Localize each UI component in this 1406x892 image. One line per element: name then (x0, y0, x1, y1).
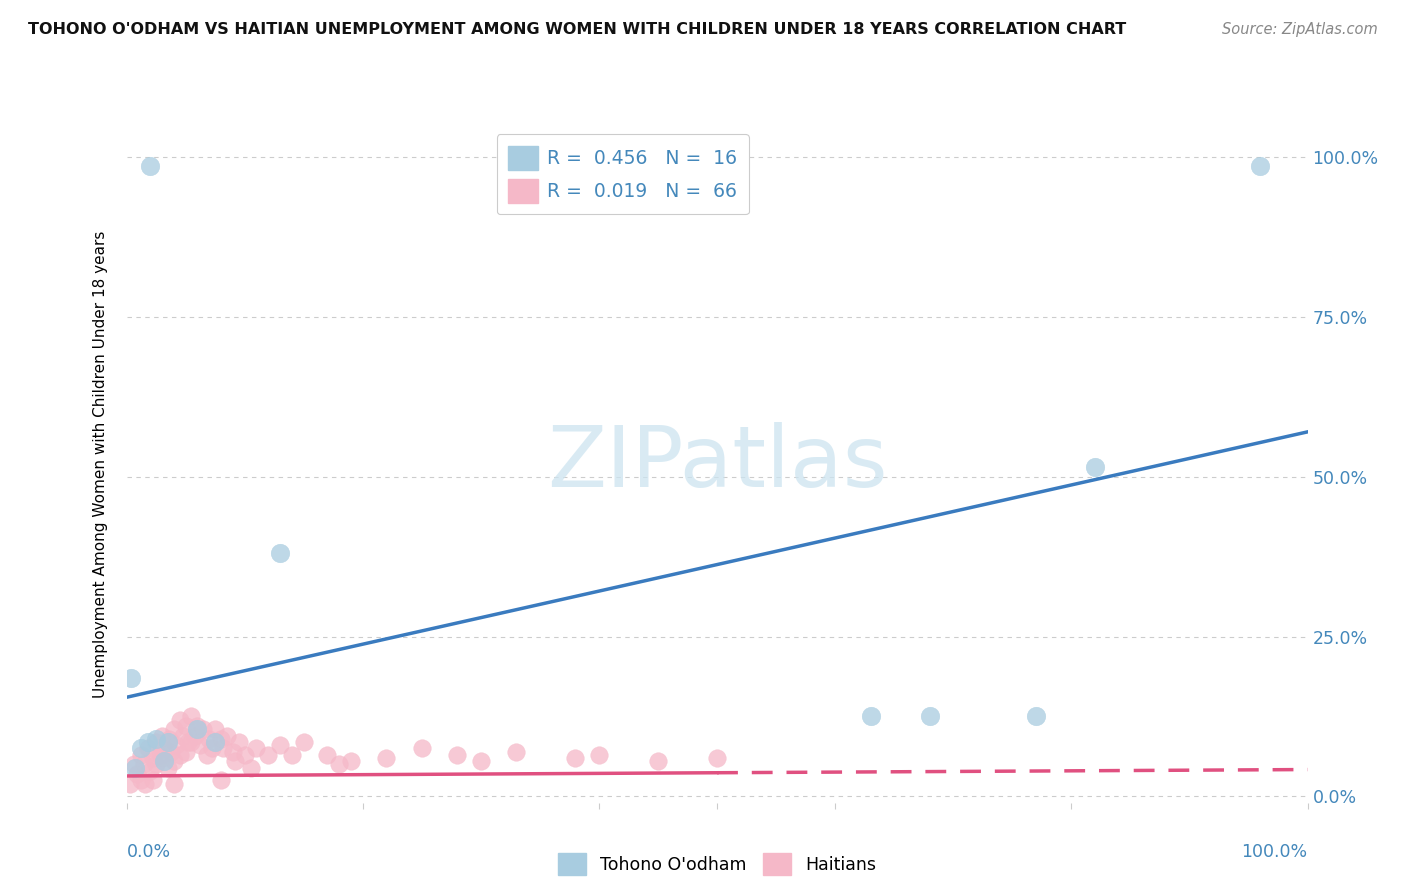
Point (186, 719, 208, 733)
Point (328, 757, 350, 772)
Point (139, 160, 162, 174)
Point (127, 767, 149, 781)
Point (1249, 160, 1271, 174)
Point (169, 747, 191, 762)
Text: TOHONO O'ODHAM VS HAITIAN UNEMPLOYMENT AMONG WOMEN WITH CHILDREN UNDER 18 YEARS : TOHONO O'ODHAM VS HAITIAN UNEMPLOYMENT A… (28, 22, 1126, 37)
Point (129, 773, 152, 788)
Point (134, 776, 156, 790)
Point (859, 709, 882, 723)
Point (136, 741, 159, 756)
Point (193, 723, 215, 737)
Point (224, 754, 246, 768)
Point (212, 741, 235, 756)
Point (470, 754, 492, 768)
Point (141, 773, 163, 788)
Point (174, 719, 197, 733)
Point (184, 729, 207, 743)
Point (446, 747, 468, 762)
Point (222, 745, 245, 759)
Point (177, 735, 200, 749)
Point (281, 747, 304, 762)
Point (292, 735, 315, 749)
Point (233, 747, 256, 762)
Point (505, 745, 527, 759)
Point (257, 747, 280, 762)
Point (163, 754, 186, 768)
Point (188, 738, 211, 752)
Point (215, 729, 238, 743)
Point (139, 764, 162, 778)
Text: Source: ZipAtlas.com: Source: ZipAtlas.com (1222, 22, 1378, 37)
Point (163, 723, 186, 737)
Point (411, 741, 433, 756)
Point (918, 709, 941, 723)
Point (120, 671, 142, 685)
Point (122, 757, 145, 772)
Point (647, 754, 669, 768)
Point (124, 761, 146, 775)
Text: ZIPatlas: ZIPatlas (547, 422, 887, 506)
Point (588, 747, 610, 762)
Point (1084, 460, 1107, 475)
Point (163, 776, 186, 790)
Point (172, 729, 194, 743)
Legend: Tohono O'odham, Haitians: Tohono O'odham, Haitians (551, 846, 883, 882)
Point (141, 751, 163, 765)
Point (269, 738, 291, 752)
Point (195, 747, 218, 762)
Point (204, 723, 226, 737)
Point (153, 741, 176, 756)
Point (239, 761, 262, 775)
Point (180, 709, 202, 723)
Point (269, 546, 291, 560)
Point (157, 731, 180, 746)
Point (706, 751, 728, 765)
Point (160, 745, 183, 759)
Point (150, 729, 173, 743)
Point (149, 747, 172, 762)
Point (209, 731, 232, 746)
Point (209, 773, 232, 788)
Point (145, 731, 167, 746)
Point (136, 735, 159, 749)
Point (129, 741, 152, 756)
Text: 100.0%: 100.0% (1241, 843, 1308, 861)
Point (165, 738, 187, 752)
Point (245, 741, 267, 756)
Point (153, 754, 176, 768)
Point (174, 745, 197, 759)
Point (316, 747, 339, 762)
Point (156, 735, 179, 749)
Point (134, 757, 156, 772)
Point (204, 735, 226, 749)
Point (129, 747, 152, 762)
Point (145, 757, 167, 772)
Point (186, 723, 208, 737)
Point (180, 735, 202, 749)
Point (340, 754, 363, 768)
Text: 0.0%: 0.0% (127, 843, 170, 861)
Point (375, 751, 398, 765)
Point (120, 776, 142, 790)
Point (169, 713, 191, 727)
Y-axis label: Unemployment Among Women with Children Under 18 years: Unemployment Among Women with Children U… (93, 230, 108, 698)
Point (198, 731, 221, 746)
Point (200, 741, 222, 756)
Point (564, 751, 586, 765)
Point (156, 761, 179, 775)
Point (228, 735, 250, 749)
Point (1025, 709, 1047, 723)
Point (150, 751, 173, 765)
Point (145, 735, 167, 749)
